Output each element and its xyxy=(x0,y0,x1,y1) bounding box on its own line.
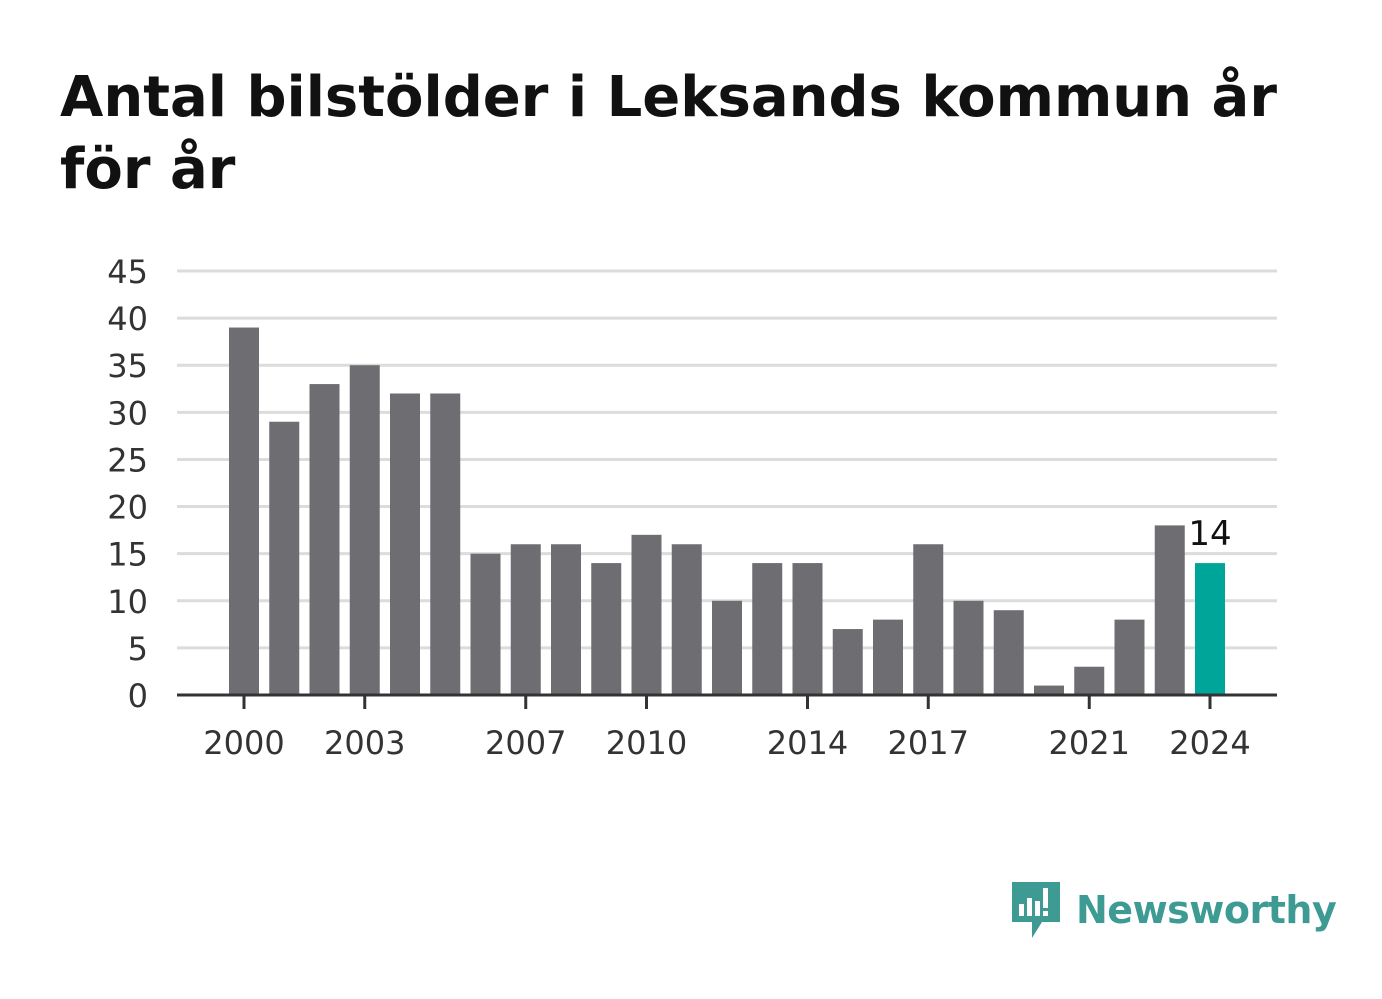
y-tick-label: 10 xyxy=(107,583,148,621)
gridlines xyxy=(177,269,1277,650)
y-tick-label: 20 xyxy=(107,489,148,527)
y-tick-label: 30 xyxy=(107,394,148,432)
bar-2006 xyxy=(470,553,501,695)
bar-2011 xyxy=(671,544,702,695)
x-tick-label: 2010 xyxy=(606,724,687,762)
bar-2005 xyxy=(430,393,461,695)
bar-2004 xyxy=(390,393,420,695)
x-tick-label: 2021 xyxy=(1049,724,1130,762)
bar-2000 xyxy=(229,327,259,695)
bar-2007 xyxy=(510,544,541,695)
bar-2013 xyxy=(752,563,783,695)
newsworthy-speech-bubble-bar-icon xyxy=(1012,882,1060,938)
bar-2003 xyxy=(349,365,380,695)
x-tick-label: 2024 xyxy=(1169,724,1250,762)
y-tick-label: 35 xyxy=(107,347,148,385)
bar-2008 xyxy=(551,544,581,695)
x-axis-ticks: 2000 2003 2007 2010 2014 2017 2021 2024 xyxy=(203,695,1251,762)
y-tick-label: 40 xyxy=(107,300,148,338)
bar-2022 xyxy=(1114,619,1145,695)
bar-2001 xyxy=(269,421,300,695)
bar-2021 xyxy=(1074,666,1105,695)
y-tick-label: 25 xyxy=(107,441,148,479)
bar-2017 xyxy=(913,544,944,695)
bar-2012 xyxy=(712,600,742,695)
y-tick-label: 45 xyxy=(107,253,148,291)
y-axis-ticks: 0 5 10 15 20 25 30 35 40 45 xyxy=(107,253,148,715)
bar-2014 xyxy=(792,563,823,695)
y-tick-label: 15 xyxy=(107,536,148,574)
bar-2024 xyxy=(1195,563,1225,695)
bars xyxy=(229,327,1225,695)
x-tick-label: 2003 xyxy=(324,724,405,762)
bar-2016 xyxy=(873,619,903,695)
chart-title: Antal bilstölder i Leksands kommun år fö… xyxy=(60,65,1277,202)
bar-2010 xyxy=(631,534,662,695)
x-tick-label: 2017 xyxy=(888,724,969,762)
bar-2019 xyxy=(993,610,1024,695)
bar-2002 xyxy=(309,384,340,695)
bar-value-label: 14 xyxy=(1188,514,1231,554)
bar-2015 xyxy=(832,629,863,695)
y-tick-label: 0 xyxy=(128,677,148,715)
brand-logo: Newsworthy xyxy=(1010,878,1337,942)
y-tick-label: 5 xyxy=(128,630,148,668)
bar-2023 xyxy=(1154,525,1185,695)
bar-2018 xyxy=(953,600,984,695)
bar-2020 xyxy=(1034,685,1064,695)
x-tick-label: 2014 xyxy=(767,724,848,762)
data-labels: 14 xyxy=(1188,514,1231,554)
x-tick-label: 2007 xyxy=(485,724,566,762)
x-tick-label: 2000 xyxy=(203,724,284,762)
bar-2009 xyxy=(591,563,622,695)
brand-name: Newsworthy xyxy=(1076,888,1337,932)
